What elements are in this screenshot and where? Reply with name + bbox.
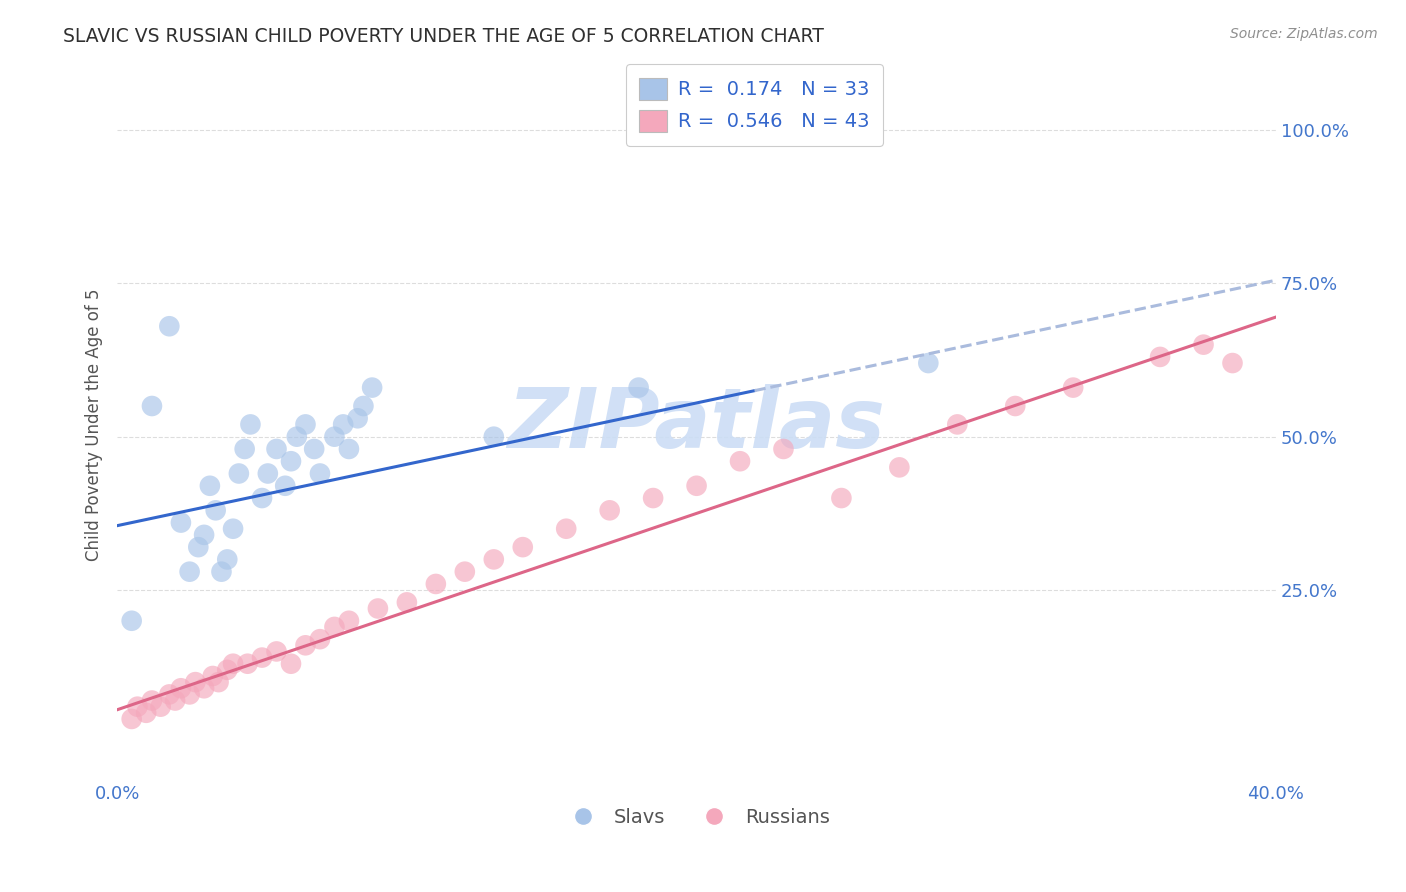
Point: [204, 503, 226, 517]
Point: [184, 675, 207, 690]
Point: [250, 650, 273, 665]
Point: [250, 491, 273, 505]
Point: [323, 620, 346, 634]
Point: [285, 430, 308, 444]
Point: [946, 417, 969, 432]
Point: [323, 430, 346, 444]
Point: [179, 687, 201, 701]
Point: [211, 565, 233, 579]
Point: [280, 657, 302, 671]
Point: [157, 319, 180, 334]
Point: [222, 522, 245, 536]
Point: [170, 681, 193, 696]
Point: [157, 687, 180, 701]
Point: [772, 442, 794, 456]
Text: Source: ZipAtlas.com: Source: ZipAtlas.com: [1230, 27, 1378, 41]
Point: [332, 417, 354, 432]
Point: [367, 601, 389, 615]
Point: [179, 565, 201, 579]
Point: [236, 657, 259, 671]
Point: [1062, 381, 1084, 395]
Point: [1192, 337, 1215, 351]
Text: SLAVIC VS RUSSIAN CHILD POVERTY UNDER THE AGE OF 5 CORRELATION CHART: SLAVIC VS RUSSIAN CHILD POVERTY UNDER TH…: [63, 27, 824, 45]
Point: [454, 565, 477, 579]
Point: [121, 712, 143, 726]
Point: [361, 381, 384, 395]
Point: [294, 417, 316, 432]
Point: [627, 381, 650, 395]
Point: [1004, 399, 1026, 413]
Point: [165, 693, 187, 707]
Point: [121, 614, 143, 628]
Point: [239, 417, 262, 432]
Point: [274, 479, 297, 493]
Point: [141, 693, 163, 707]
Point: [207, 675, 229, 690]
Point: [917, 356, 939, 370]
Point: [685, 479, 707, 493]
Point: [346, 411, 368, 425]
Point: [266, 644, 288, 658]
Point: [217, 552, 239, 566]
Point: [309, 632, 332, 647]
Point: [1149, 350, 1171, 364]
Point: [337, 614, 360, 628]
Point: [889, 460, 911, 475]
Point: [302, 442, 325, 456]
Point: [512, 540, 534, 554]
Point: [201, 669, 224, 683]
Point: [222, 657, 245, 671]
Point: [127, 699, 149, 714]
Point: [294, 638, 316, 652]
Point: [643, 491, 665, 505]
Point: [309, 467, 332, 481]
Point: [228, 467, 250, 481]
Point: [217, 663, 239, 677]
Point: [1222, 356, 1244, 370]
Point: [337, 442, 360, 456]
Point: [482, 430, 505, 444]
Point: [482, 552, 505, 566]
Point: [728, 454, 751, 468]
Point: [198, 479, 221, 493]
Text: ZIPatlas: ZIPatlas: [508, 384, 886, 465]
Point: [555, 522, 578, 536]
Legend: Slavs, Russians: Slavs, Russians: [555, 800, 838, 835]
Point: [233, 442, 256, 456]
Point: [599, 503, 621, 517]
Point: [187, 540, 209, 554]
Point: [395, 595, 418, 609]
Y-axis label: Child Poverty Under the Age of 5: Child Poverty Under the Age of 5: [86, 288, 103, 561]
Point: [193, 681, 215, 696]
Point: [256, 467, 278, 481]
Point: [352, 399, 374, 413]
Point: [193, 528, 215, 542]
Point: [149, 699, 172, 714]
Point: [425, 577, 447, 591]
Point: [830, 491, 852, 505]
Point: [170, 516, 193, 530]
Point: [141, 399, 163, 413]
Point: [280, 454, 302, 468]
Point: [266, 442, 288, 456]
Point: [135, 706, 157, 720]
